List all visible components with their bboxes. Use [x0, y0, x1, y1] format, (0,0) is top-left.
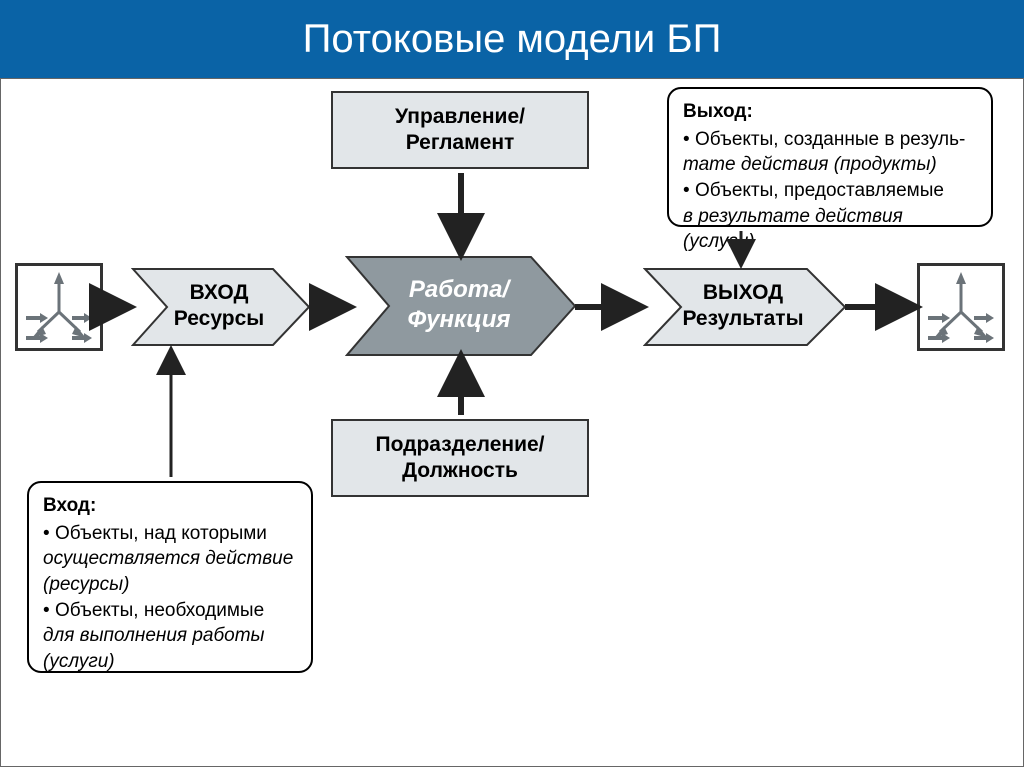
node-input-line1: ВХОД [190, 281, 249, 304]
node-department: Подразделение/ Должность [331, 419, 589, 497]
node-management: Управление/ Регламент [331, 91, 589, 169]
callout-output-line: Объекты, предоставляемыев результате дей… [683, 178, 977, 255]
callout-input-list: Объекты, над которымиосуществляется дейс… [43, 521, 297, 675]
callout-output-list: Объекты, созданные в резуль-тате действи… [683, 127, 977, 255]
node-output-line2: Результаты [682, 307, 803, 330]
node-center-line2: Функция [407, 306, 510, 333]
node-department-line2: Должность [402, 458, 518, 484]
node-input-line2: Ресурсы [174, 307, 264, 330]
callout-input-title: Вход: [43, 493, 297, 519]
callout-input-line: Объекты, над которымиосуществляется дейс… [43, 521, 297, 598]
node-input: ВХОД Ресурсы [131, 267, 303, 345]
node-work-function: Работа/ Функция [345, 255, 569, 355]
node-center-line1: Работа/ [409, 276, 512, 303]
callout-output-title: Выход: [683, 99, 977, 125]
callout-output-line: Объекты, созданные в резуль-тате действи… [683, 127, 977, 178]
node-management-line2: Регламент [406, 130, 515, 156]
process-icon-left [15, 263, 103, 351]
page-header: Потоковые модели БП [0, 0, 1024, 78]
process-icon-right [917, 263, 1005, 351]
node-department-line1: Подразделение/ [375, 432, 544, 458]
callout-output: Выход: Объекты, созданные в резуль-тате … [667, 87, 993, 227]
flow-diagram: Управление/ Регламент Подразделение/ Дол… [0, 78, 1024, 767]
node-output-line1: ВЫХОД [703, 281, 783, 304]
page-title: Потоковые модели БП [303, 17, 722, 62]
callout-input: Вход: Объекты, над которымиосуществляетс… [27, 481, 313, 673]
callout-input-line: Объекты, необходимыедля выполнения работ… [43, 598, 297, 675]
node-management-line1: Управление/ [395, 104, 525, 130]
node-output: ВЫХОД Результаты [643, 267, 838, 345]
